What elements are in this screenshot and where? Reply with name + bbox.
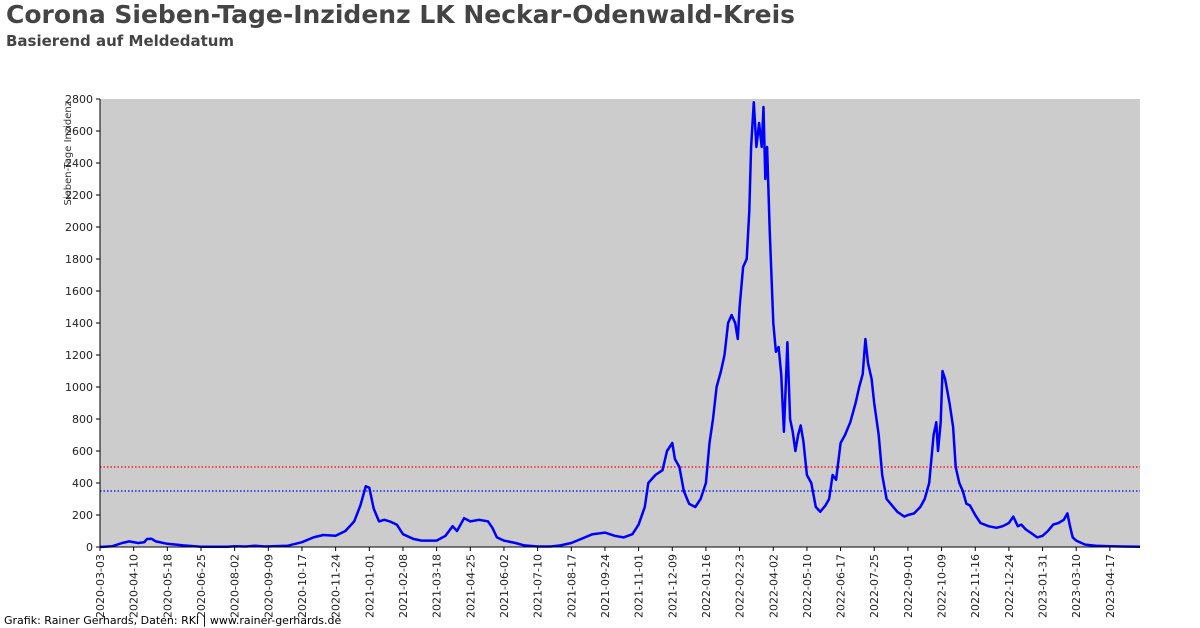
x-tick-label: 2020-03-03	[94, 554, 107, 618]
x-tick-label: 2022-02-23	[734, 554, 747, 618]
x-tick-label: 2020-06-25	[195, 554, 208, 618]
y-tick-label: 0	[86, 541, 93, 554]
chart-subtitle: Basierend auf Meldedatum	[6, 32, 235, 50]
x-tick-label: 2021-09-24	[599, 554, 612, 618]
x-tick-label: 2022-09-01	[902, 554, 915, 618]
x-tick-label: 2021-04-25	[464, 554, 477, 618]
x-tick-label: 2020-09-09	[262, 554, 275, 618]
x-tick-label: 2020-10-17	[296, 554, 309, 618]
y-tick-label: 2800	[65, 93, 93, 106]
footer-credit: Grafik: Rainer Gerhards, Daten: RKI | ww…	[4, 614, 342, 627]
x-tick-label: 2023-01-31	[1037, 554, 1050, 618]
y-tick-label: 1800	[65, 253, 93, 266]
y-tick-label: 2600	[65, 125, 93, 138]
y-axis: 0 200 400 600 800 1000 1200 1400 1600 1800 2000 220…	[65, 93, 101, 554]
x-tick-label: 2021-08-17	[565, 554, 578, 618]
y-tick-label: 1600	[65, 285, 93, 298]
x-tick-label: 2020-11-24	[330, 554, 343, 618]
chart-title: Corona Sieben-Tage-Inzidenz LK Neckar-Od…	[6, 0, 796, 29]
x-tick-label: 2021-02-08	[397, 554, 410, 618]
x-tick-label: 2022-11-16	[969, 554, 982, 618]
x-tick-label: 2020-04-10	[128, 554, 141, 618]
x-tick-label: 2020-08-02	[229, 554, 242, 618]
x-tick-label: 2023-04-17	[1104, 554, 1117, 618]
x-tick-label: 2021-03-18	[431, 554, 444, 618]
x-tick-label: 2022-01-16	[700, 554, 713, 618]
y-tick-label: 1400	[65, 317, 93, 330]
x-tick-label: 2021-06-02	[498, 554, 511, 618]
x-tick-label: 2021-12-09	[666, 554, 679, 618]
x-tick-label: 2022-10-09	[936, 554, 949, 618]
y-axis-title: Sieben-Tage Inzidenz	[63, 101, 74, 205]
y-tick-label: 1000	[65, 381, 93, 394]
x-tick-label: 2022-05-10	[801, 554, 814, 618]
y-tick-label: 2400	[65, 157, 93, 170]
x-tick-label: 2023-03-10	[1070, 554, 1083, 618]
y-tick-label: 1200	[65, 349, 93, 362]
x-tick-label: 2021-07-10	[532, 554, 545, 618]
y-tick-label: 2200	[65, 189, 93, 202]
x-tick-label: 2021-01-01	[363, 554, 376, 618]
y-tick-label: 600	[72, 445, 93, 458]
x-tick-label: 2020-05-18	[161, 554, 174, 618]
x-tick-label: 2021-11-01	[633, 554, 646, 618]
x-axis: 2020-03-03 2020-04-10 2020-05-18 2020-06-25…	[94, 546, 1140, 618]
plot-area	[100, 99, 1140, 547]
series-line	[99, 100, 1141, 549]
y-tick-label: 200	[72, 509, 93, 522]
x-tick-label: 2022-07-25	[868, 554, 881, 618]
y-tick-label: 800	[72, 413, 93, 426]
x-tick-label: 2022-12-24	[1003, 554, 1016, 618]
x-tick-label: 2022-04-02	[767, 554, 780, 618]
y-tick-label: 2000	[65, 221, 93, 234]
y-tick-label: 400	[72, 477, 93, 490]
x-tick-label: 2022-06-17	[835, 554, 848, 618]
